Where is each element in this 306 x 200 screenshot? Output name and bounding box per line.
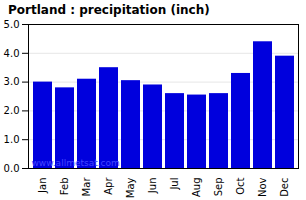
- svg-text:5.0: 5.0: [4, 19, 20, 30]
- svg-text:2.0: 2.0: [4, 105, 20, 116]
- svg-text:3.0: 3.0: [4, 76, 20, 87]
- svg-text:1.0: 1.0: [4, 134, 20, 145]
- html-text:Portland : precipitation (inch: Portland : precipitation (inch): [8, 3, 210, 17]
- svg-text:www.allmetsat.com: www.allmetsat.com: [32, 158, 120, 168]
- svg-text:0.0: 0.0: [4, 163, 20, 174]
- svg-text:Aug: Aug: [191, 178, 202, 198]
- svg-text:Sep: Sep: [213, 178, 224, 197]
- svg-text:Dec: Dec: [279, 178, 290, 197]
- svg-text:Jun: Jun: [147, 178, 158, 195]
- svg-text:Nov: Nov: [257, 177, 268, 197]
- svg-text:Feb: Feb: [59, 178, 70, 196]
- svg-text:Apr: Apr: [103, 177, 114, 195]
- svg-text:May: May: [125, 177, 136, 198]
- svg-text:Mar: Mar: [81, 177, 92, 197]
- svg-text:Jul: Jul: [169, 178, 180, 191]
- svg-text:4.0: 4.0: [4, 48, 20, 59]
- svg-text:Jan: Jan: [37, 178, 48, 194]
- svg-text:Oct: Oct: [235, 177, 246, 194]
